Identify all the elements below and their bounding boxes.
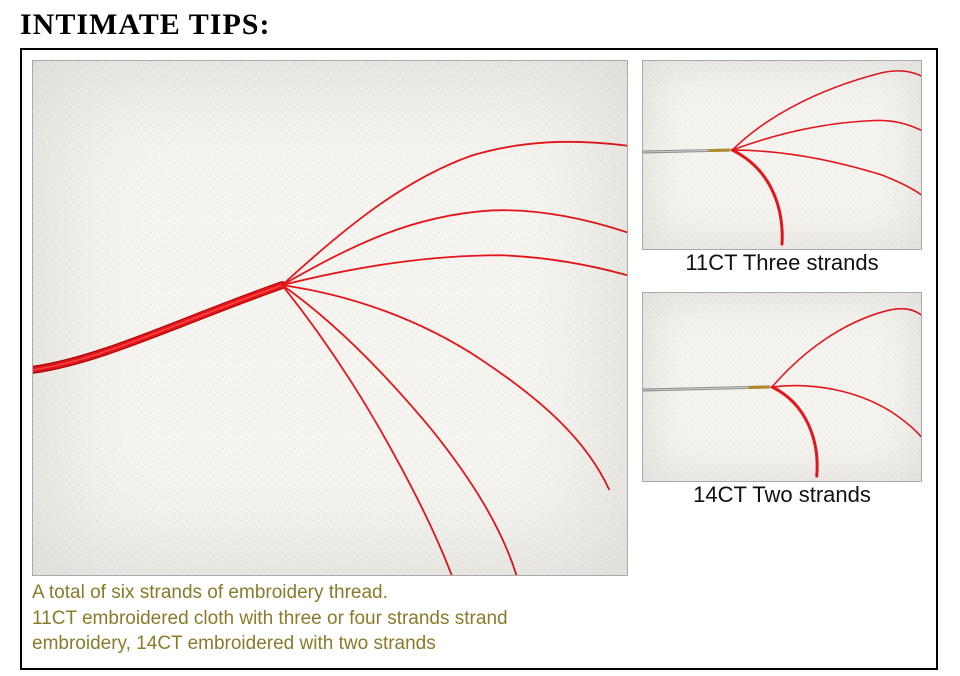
small-illustration-0 (642, 60, 922, 250)
thread-svg-small-1 (643, 293, 921, 481)
left-column: A total of six strands of embroidery thr… (32, 60, 628, 660)
desc-line: A total of six strands of embroidery thr… (32, 582, 388, 603)
small-block-1: 14CT Two strands (642, 292, 922, 518)
thread-svg-small-0 (643, 61, 921, 249)
desc-line: embroidery, 14CT embroidered with two st… (32, 633, 436, 654)
thread-svg-main (33, 61, 627, 575)
desc-line: 11CT embroidered cloth with three or fou… (32, 608, 508, 629)
caption-1: 14CT Two strands (642, 482, 922, 508)
description-text: A total of six strands of embroidery thr… (32, 580, 628, 657)
caption-0: 11CT Three strands (642, 250, 922, 276)
right-column: 11CT Three strands 14CT Two strands (642, 60, 922, 660)
main-illustration (32, 60, 628, 576)
content-frame: A total of six strands of embroidery thr… (20, 48, 938, 670)
small-block-0: 11CT Three strands (642, 60, 922, 286)
small-illustration-1 (642, 292, 922, 482)
page-title: INTIMATE TIPS: (20, 8, 940, 42)
